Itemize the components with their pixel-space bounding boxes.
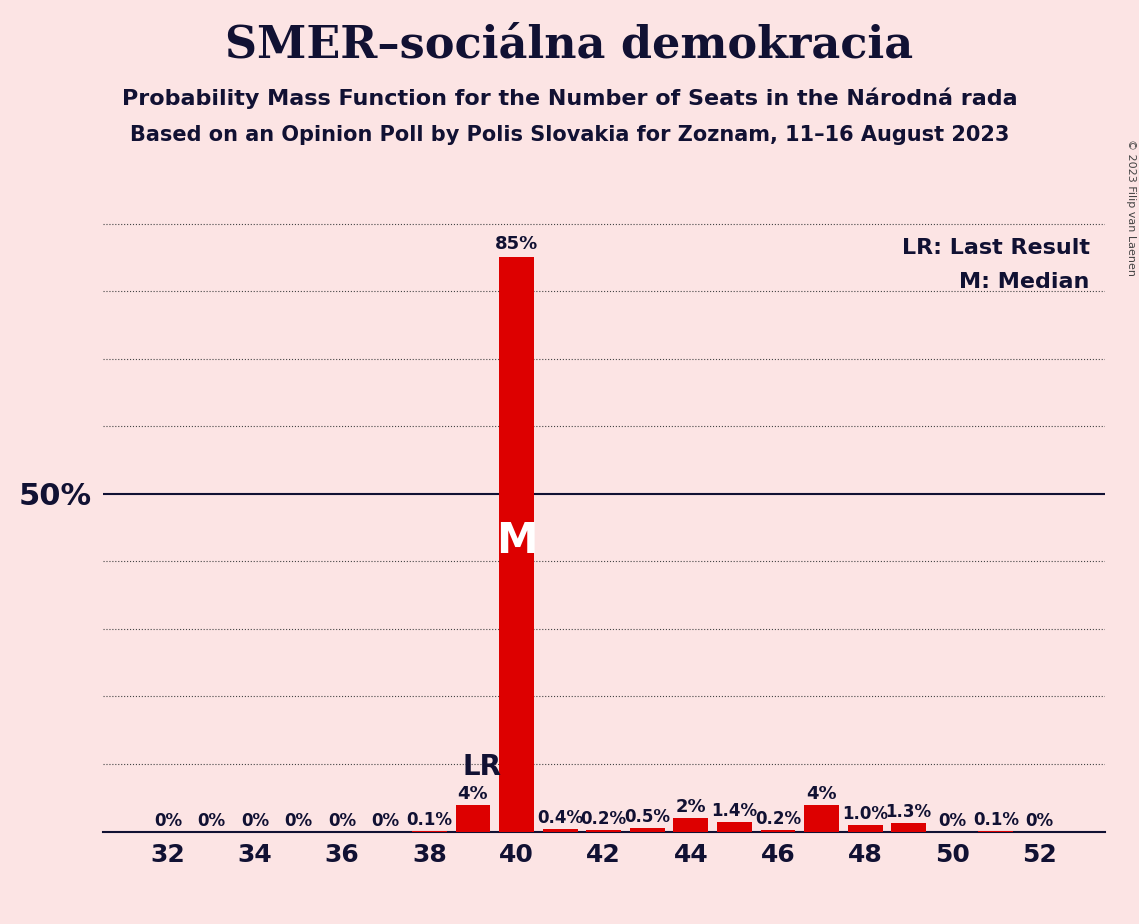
Text: 1.4%: 1.4% bbox=[712, 802, 757, 821]
Bar bbox=[456, 805, 491, 832]
Text: 0%: 0% bbox=[154, 811, 182, 830]
Text: Probability Mass Function for the Number of Seats in the Národná rada: Probability Mass Function for the Number… bbox=[122, 88, 1017, 109]
Text: 1.0%: 1.0% bbox=[842, 805, 888, 822]
Text: 0%: 0% bbox=[939, 811, 966, 830]
Text: 0%: 0% bbox=[285, 811, 313, 830]
Bar bbox=[673, 818, 708, 832]
Text: M: Median: M: Median bbox=[959, 273, 1090, 292]
Text: 0.1%: 0.1% bbox=[973, 811, 1019, 829]
Text: 0.2%: 0.2% bbox=[755, 810, 801, 828]
Bar bbox=[630, 828, 665, 832]
Text: 0.2%: 0.2% bbox=[581, 810, 626, 828]
Bar bbox=[587, 831, 621, 832]
Text: 4%: 4% bbox=[806, 784, 837, 803]
Text: 0%: 0% bbox=[241, 811, 269, 830]
Text: 2%: 2% bbox=[675, 798, 706, 816]
Text: Based on an Opinion Poll by Polis Slovakia for Zoznam, 11–16 August 2023: Based on an Opinion Poll by Polis Slovak… bbox=[130, 125, 1009, 145]
Text: 0%: 0% bbox=[1025, 811, 1054, 830]
Text: © 2023 Filip van Laenen: © 2023 Filip van Laenen bbox=[1126, 139, 1136, 275]
Bar bbox=[761, 831, 795, 832]
Text: 0%: 0% bbox=[328, 811, 357, 830]
Text: 0%: 0% bbox=[197, 811, 226, 830]
Text: 0%: 0% bbox=[371, 811, 400, 830]
Text: 0.4%: 0.4% bbox=[536, 808, 583, 827]
Text: 0.5%: 0.5% bbox=[624, 808, 670, 826]
Bar bbox=[804, 805, 839, 832]
Text: LR: Last Result: LR: Last Result bbox=[902, 237, 1090, 258]
Text: 85%: 85% bbox=[494, 236, 538, 253]
Bar bbox=[892, 822, 926, 832]
Bar bbox=[847, 825, 883, 832]
Text: 0.1%: 0.1% bbox=[407, 811, 452, 829]
Bar bbox=[542, 829, 577, 832]
Bar bbox=[716, 822, 752, 832]
Text: 1.3%: 1.3% bbox=[886, 803, 932, 821]
Bar bbox=[499, 257, 534, 832]
Text: 4%: 4% bbox=[458, 784, 489, 803]
Text: SMER–sociálna demokracia: SMER–sociálna demokracia bbox=[226, 23, 913, 67]
Text: M: M bbox=[495, 520, 538, 562]
Text: LR: LR bbox=[462, 753, 501, 781]
